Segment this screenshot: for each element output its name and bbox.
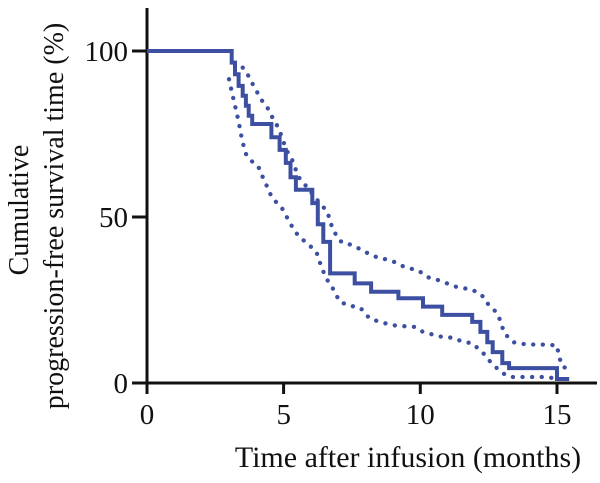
y-tick-label-100: 100 xyxy=(85,36,129,68)
lower-ci-dotted-curve xyxy=(226,77,562,382)
y-axis-title-line2: progression-free survival time (%) xyxy=(39,23,70,409)
series-layer xyxy=(147,49,572,382)
x-axis-title: Time after infusion (months) xyxy=(235,441,581,474)
x-tick-label-0: 0 xyxy=(140,399,155,431)
axes-layer xyxy=(132,8,597,394)
km-step-curve xyxy=(147,49,570,381)
x-tick-label-5: 5 xyxy=(276,399,291,431)
upper-ci-dotted-curve xyxy=(240,65,572,371)
x-tick-labels: 0 5 10 15 xyxy=(140,399,572,431)
x-tick-label-15: 15 xyxy=(543,399,572,431)
x-tick-label-10: 10 xyxy=(406,399,435,431)
y-axis-title-line1: Cumulative xyxy=(4,145,35,276)
y-tick-labels: 100 50 0 xyxy=(85,36,129,400)
y-tick-label-0: 0 xyxy=(114,368,129,400)
y-tick-label-50: 50 xyxy=(99,202,128,234)
